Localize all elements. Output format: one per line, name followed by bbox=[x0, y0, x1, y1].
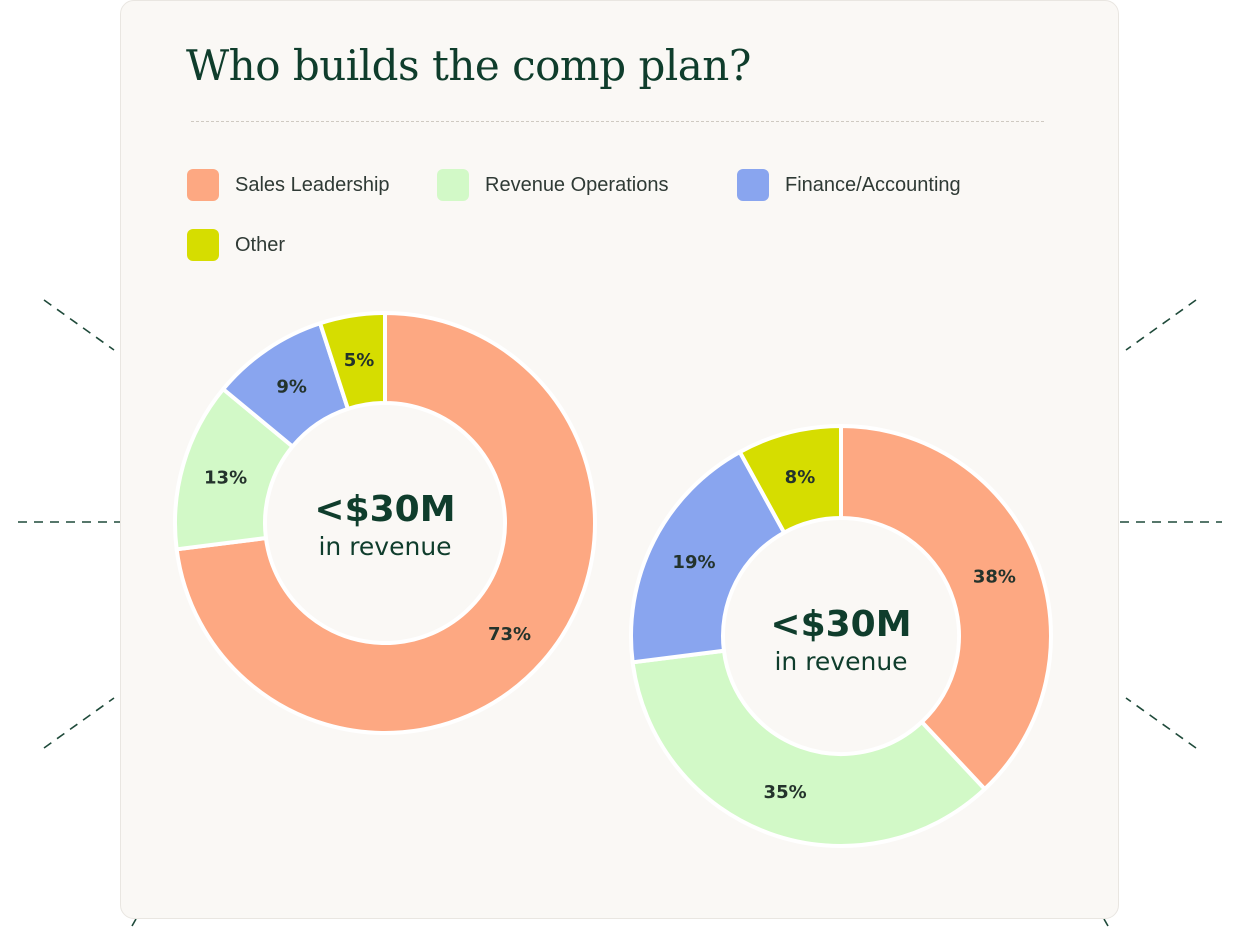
legend-swatch-other bbox=[187, 229, 219, 261]
legend-label-other: Other bbox=[235, 233, 286, 256]
slice-label-sales-leadership: 73% bbox=[488, 624, 531, 645]
slice-label-revenue-operations: 13% bbox=[204, 468, 247, 489]
slice-label-other: 8% bbox=[785, 467, 816, 488]
chart-card: Who builds the comp plan? Sales Leadersh… bbox=[120, 0, 1119, 919]
center-label: <$30M bbox=[770, 604, 911, 645]
legend-swatch-sales-leadership bbox=[187, 169, 219, 201]
legend-swatch-finance-accounting bbox=[737, 169, 769, 201]
slice-label-revenue-operations: 35% bbox=[764, 782, 807, 803]
slice-revenue-operations bbox=[630, 648, 987, 848]
chart-title: Who builds the comp plan? bbox=[186, 41, 751, 90]
slice-sales-leadership bbox=[839, 424, 1053, 792]
legend-item-finance-accounting: Finance/Accounting bbox=[737, 169, 961, 201]
legend-item-other: Other bbox=[187, 229, 285, 261]
center-sublabel: in revenue bbox=[774, 647, 907, 676]
title-divider bbox=[191, 121, 1044, 122]
legend-item-revenue-operations: Revenue Operations bbox=[437, 169, 668, 201]
legend-label-finance-accounting: Finance/Accounting bbox=[785, 173, 961, 196]
legend-item-sales-leadership: Sales Leadership bbox=[187, 169, 390, 201]
legend-label-revenue-operations: Revenue Operations bbox=[485, 173, 669, 196]
slice-finance-accounting bbox=[629, 449, 787, 665]
slice-label-finance-accounting: 9% bbox=[276, 377, 307, 398]
legend-swatch-revenue-operations bbox=[437, 169, 469, 201]
slice-sales-leadership bbox=[174, 311, 597, 735]
slice-other bbox=[737, 424, 843, 535]
slice-other bbox=[318, 311, 387, 411]
slice-label-other: 5% bbox=[344, 350, 375, 371]
center-sublabel: in revenue bbox=[318, 532, 451, 561]
slice-label-sales-leadership: 38% bbox=[973, 566, 1016, 587]
slice-label-finance-accounting: 19% bbox=[672, 552, 715, 573]
center-label: <$30M bbox=[314, 489, 455, 530]
legend-label-sales-leadership: Sales Leadership bbox=[235, 173, 390, 196]
